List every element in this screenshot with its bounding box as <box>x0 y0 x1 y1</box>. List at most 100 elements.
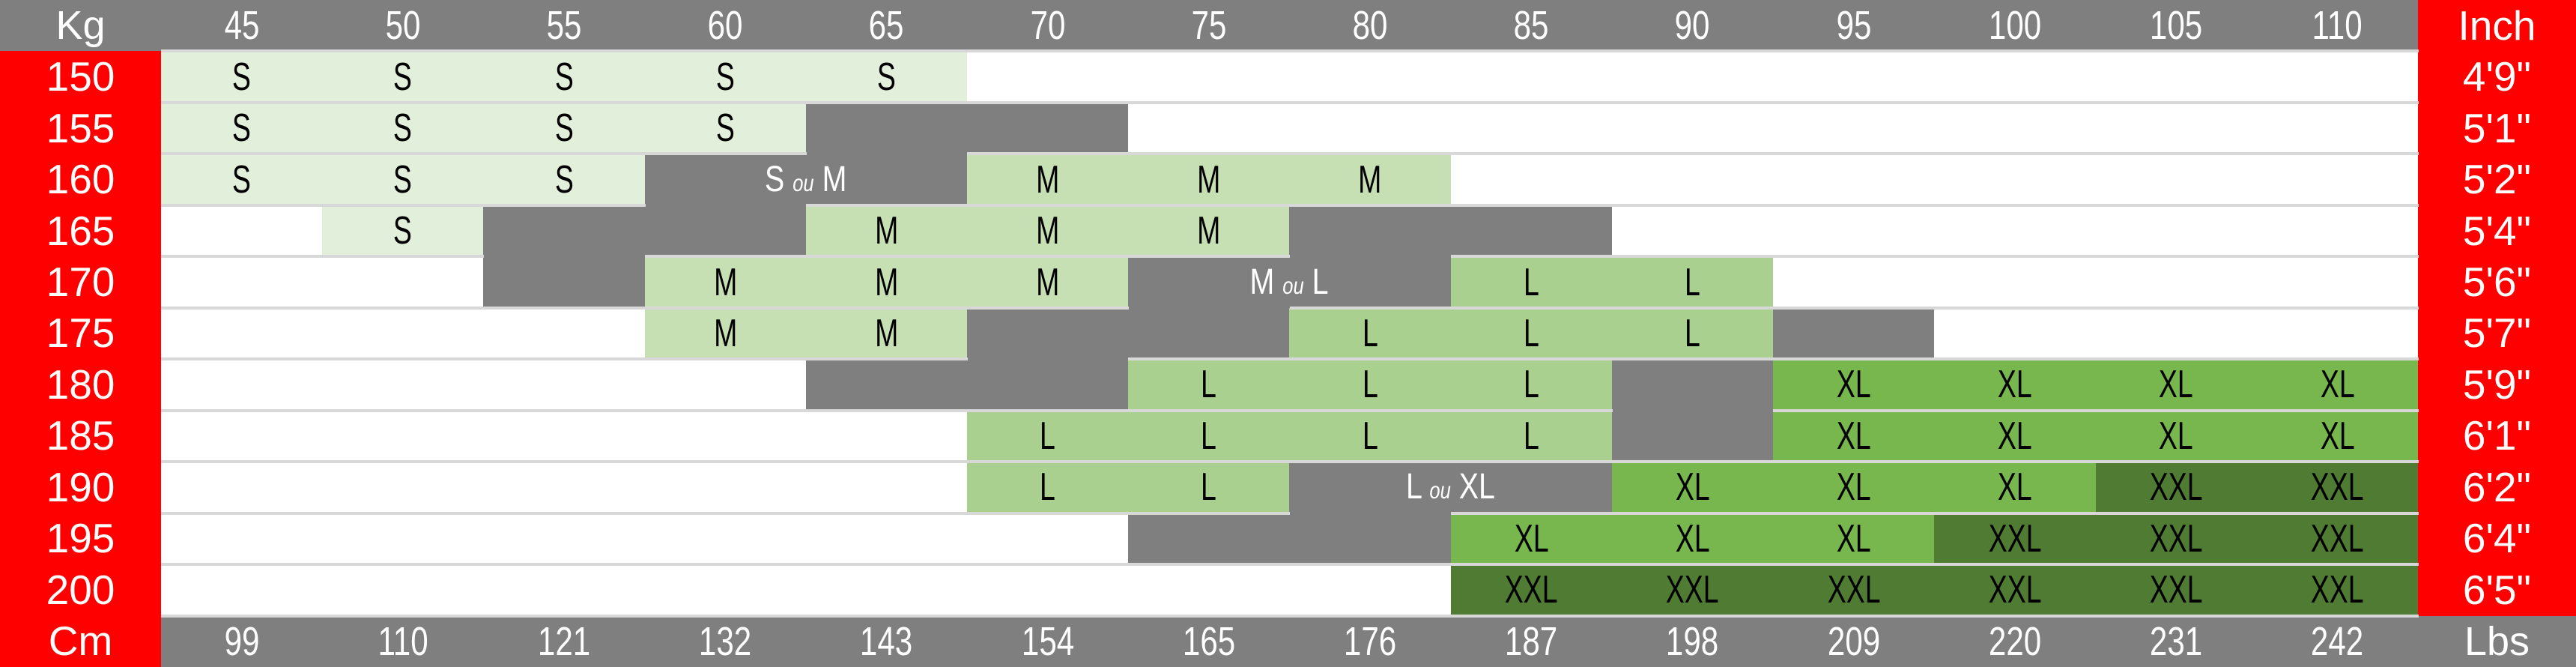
cell-text: XL <box>1836 363 1871 407</box>
weight-header-cell: 90 <box>1611 0 1774 52</box>
size-cell: L <box>1611 307 1774 360</box>
cell-text: XL <box>2320 414 2355 458</box>
height-cm-label: 170 <box>0 256 161 308</box>
cell-text: M <box>1036 157 1060 202</box>
empty-cell <box>161 359 806 411</box>
cell-text: M <box>1197 157 1221 202</box>
cell-text: S <box>715 106 735 151</box>
cell-text: 143 <box>860 618 913 664</box>
height-inch-label: 5'6" <box>2417 256 2576 308</box>
size-cell: XL <box>2095 359 2257 411</box>
size-cell: L <box>1128 410 1290 462</box>
cell-text: 132 <box>699 618 752 664</box>
height-inch-label: 4'9" <box>2417 51 2576 103</box>
size-cell: XXL <box>2095 564 2257 616</box>
empty-cell <box>1450 154 2418 205</box>
cell-text: 150 <box>46 53 115 100</box>
size-cell: M <box>1128 205 1290 257</box>
cell-text: 160 <box>46 156 115 203</box>
cell-text: 75 <box>1191 3 1227 49</box>
size-cell: S <box>161 51 323 103</box>
cell-text: M <box>1036 260 1060 304</box>
cell-text: S <box>393 55 413 99</box>
cell-text: 200 <box>46 566 115 613</box>
size-cell: L <box>967 410 1129 462</box>
cell-text: XXL <box>1504 568 1558 612</box>
size-cell: XXL <box>2256 462 2418 513</box>
weight-lbs-cell: 154 <box>967 615 1129 667</box>
weight-header-cell: 70 <box>967 0 1129 52</box>
size-cell: M <box>805 307 968 360</box>
cell-text: 209 <box>1827 618 1880 664</box>
cell-text: XL <box>1675 516 1710 561</box>
cell-text: L <box>1201 465 1217 510</box>
cell-text: 5'2" <box>2462 156 2532 203</box>
gray-gap-cell <box>805 102 1129 154</box>
cell-text: Kg <box>55 3 106 49</box>
cell-text: L <box>1362 311 1378 355</box>
empty-cell <box>161 256 484 308</box>
height-cm-label: 195 <box>0 513 161 565</box>
cell-text: 65 <box>869 3 904 49</box>
weight-header-cell: 95 <box>1773 0 1935 52</box>
cell-text: XL <box>2320 363 2355 407</box>
cell-text: L <box>1523 260 1539 304</box>
size-cell: XL <box>1773 462 1935 513</box>
weight-header-cell: 75 <box>1128 0 1290 52</box>
size-cell: XL <box>1611 513 1774 565</box>
weight-lbs-cell: 176 <box>1289 615 1451 667</box>
empty-cell <box>161 564 1451 616</box>
cell-text: S <box>393 157 413 202</box>
size-cell: S <box>644 51 806 103</box>
cell-text: 231 <box>2150 618 2203 664</box>
size-cell: XL <box>1934 359 2096 411</box>
cell-text: M <box>874 311 899 355</box>
size-cell: M <box>967 205 1129 257</box>
cell-text: 6'1" <box>2462 412 2532 459</box>
size-cell: XXL <box>2095 462 2257 513</box>
size-cell: XL <box>1773 410 1935 462</box>
cell-text: S <box>232 157 252 202</box>
height-cm-label: 200 <box>0 564 161 616</box>
cell-text: XL <box>1836 516 1871 561</box>
size-cell: XL <box>1773 513 1935 565</box>
empty-cell <box>1934 307 2418 360</box>
empty-cell <box>967 51 2418 103</box>
unit-lbs-label: Lbs <box>2417 615 2576 667</box>
cell-text: S ou M <box>765 159 847 199</box>
transition-cell: M ou L <box>1128 256 1451 308</box>
cell-text: L <box>1685 260 1700 304</box>
cell-text: XL <box>2159 363 2194 407</box>
cell-text: M <box>874 209 899 253</box>
cell-text: 6'4" <box>2462 515 2532 562</box>
size-cell: L <box>1128 359 1290 411</box>
size-cell: S <box>483 154 645 205</box>
cell-text: XXL <box>1827 568 1881 612</box>
size-cell: S <box>483 102 645 154</box>
cell-text: 198 <box>1666 618 1719 664</box>
gray-gap-cell <box>1611 359 1774 411</box>
size-cell: XXL <box>2256 564 2418 616</box>
weight-header-cell: 110 <box>2256 0 2418 52</box>
cell-text: M <box>713 260 737 304</box>
size-cell: S <box>322 205 484 257</box>
cell-text: M <box>713 311 737 355</box>
cell-text: 180 <box>46 360 115 408</box>
cell-text: 121 <box>537 618 591 664</box>
cell-text: L <box>1040 414 1056 458</box>
size-cell: L <box>1450 307 1612 360</box>
gray-gap-cell <box>805 359 1129 411</box>
cell-text: XL <box>1998 465 2032 510</box>
size-cell: XXL <box>1611 564 1774 616</box>
weight-lbs-cell: 121 <box>483 615 645 667</box>
cell-text: XXL <box>2310 465 2364 510</box>
weight-header-cell: 50 <box>322 0 484 52</box>
weight-lbs-cell: 209 <box>1773 615 1935 667</box>
cell-text: 70 <box>1030 3 1066 49</box>
cell-text: 185 <box>46 412 115 459</box>
cell-text: M ou L <box>1249 262 1329 302</box>
cell-text: 5'6" <box>2462 259 2532 306</box>
cell-text: XL <box>1836 414 1871 458</box>
size-cell: M <box>967 154 1129 205</box>
